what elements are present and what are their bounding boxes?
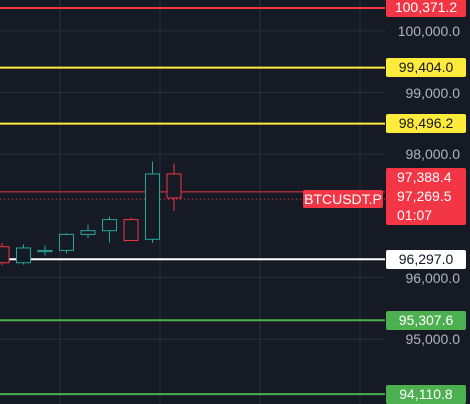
price-scale-tick-label: 96,000.0 bbox=[405, 269, 461, 286]
price-lines bbox=[0, 6, 385, 396]
price-line-tag[interactable]: 100,371.2 bbox=[386, 0, 466, 17]
candle-body-up bbox=[16, 247, 31, 264]
price-scale-tick-label: 95,000.0 bbox=[405, 331, 461, 348]
candlestick-series bbox=[0, 161, 182, 266]
price-scale-tick-label: 98,000.0 bbox=[405, 146, 461, 163]
candle-body-down bbox=[123, 219, 139, 242]
symbol-badge: BTCUSDT.P bbox=[303, 190, 383, 208]
candle-body-down bbox=[0, 246, 10, 264]
candle-body-up bbox=[145, 173, 160, 240]
price-scale-tick-label: 99,000.0 bbox=[405, 84, 461, 101]
marker-price-label: 97,269.5 bbox=[397, 188, 452, 204]
candle-body-up bbox=[102, 219, 117, 232]
price-line-tag[interactable]: 95,307.6 bbox=[386, 311, 466, 330]
candle-body-down bbox=[166, 173, 182, 199]
price-line-tag[interactable]: 98,496.2 bbox=[386, 114, 466, 133]
price-line-tag[interactable]: 99,404.0 bbox=[386, 58, 466, 77]
countdown-label: 01:07 bbox=[397, 207, 433, 223]
current-price-box: 97,388.4 97,269.5 01:07 bbox=[386, 168, 466, 225]
candle-body-up bbox=[80, 230, 96, 235]
candle-body-up bbox=[37, 249, 53, 253]
current-price-label: 97,388.4 bbox=[397, 169, 452, 185]
candle-body-up bbox=[59, 233, 74, 251]
price-line-tag[interactable]: 96,297.0 bbox=[386, 250, 466, 269]
price-line-tag[interactable]: 94,110.8 bbox=[386, 385, 466, 404]
price-scale-tick-label: 100,000.0 bbox=[397, 22, 460, 39]
